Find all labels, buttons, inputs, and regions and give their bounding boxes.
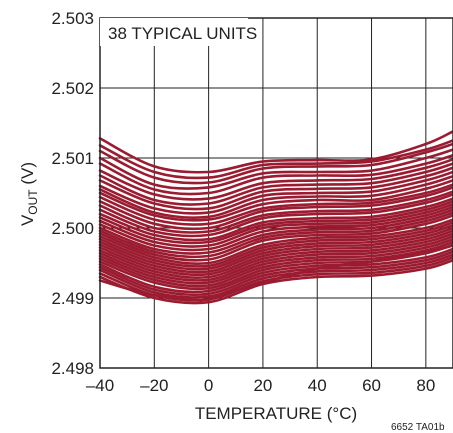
y-tick-label: 2.503 xyxy=(51,9,94,28)
y-tick-label: 2.498 xyxy=(51,359,94,378)
series-line xyxy=(98,130,453,174)
series-line xyxy=(98,258,453,305)
series-line xyxy=(98,186,453,231)
x-tick-label: 0 xyxy=(204,376,213,395)
series-line xyxy=(98,232,453,279)
x-axis-title: TEMPERATURE (°C) xyxy=(195,404,357,423)
series-line xyxy=(98,229,453,277)
series-line xyxy=(98,240,453,288)
series-line xyxy=(98,218,453,265)
series-line xyxy=(98,142,453,185)
series-line xyxy=(98,214,453,262)
series-line xyxy=(98,183,453,226)
series-line xyxy=(98,205,453,252)
series-line xyxy=(98,221,453,268)
y-tick-label: 2.501 xyxy=(51,149,94,168)
series-line xyxy=(98,226,453,274)
series-line xyxy=(98,235,453,282)
series-line xyxy=(98,197,453,242)
series-line xyxy=(98,166,453,211)
x-tick-label: 20 xyxy=(253,376,272,395)
x-tick-label: 60 xyxy=(362,376,381,395)
plot-frame xyxy=(99,17,453,369)
series-line xyxy=(98,179,453,222)
series-line xyxy=(98,211,453,259)
series-line xyxy=(98,174,453,219)
series-line xyxy=(98,223,453,271)
y-axis-title-subscript: OUT xyxy=(26,189,40,215)
figure-reference: 6652 TA01b xyxy=(391,422,445,433)
x-tick-label: 40 xyxy=(308,376,327,395)
series-line xyxy=(98,139,453,180)
x-tick-label: –40 xyxy=(86,376,114,395)
series-line xyxy=(98,162,453,206)
y-axis-title-main: V xyxy=(18,214,37,226)
series-line xyxy=(98,250,453,297)
y-tick-label: 2.499 xyxy=(51,289,94,308)
y-tick-labels: 2.498 2.499 2.500 2.501 2.502 2.503 xyxy=(51,9,94,378)
series-line xyxy=(98,237,453,285)
annotation-typical-units: 38 TYPICAL UNITS xyxy=(108,24,257,43)
series-line xyxy=(98,202,453,248)
series-line xyxy=(98,193,453,238)
y-axis-title: VOUT (V) xyxy=(18,162,40,226)
x-tick-labels: –40 –20 0 20 40 60 80 xyxy=(86,376,435,395)
y-tick-label: 2.502 xyxy=(51,79,94,98)
series-line xyxy=(98,158,453,201)
series-line xyxy=(98,200,453,245)
y-tick-label: 2.500 xyxy=(51,219,94,238)
series-line xyxy=(98,244,453,300)
annotation-background xyxy=(100,18,248,46)
series-line xyxy=(98,153,453,196)
x-tick-label: 80 xyxy=(416,376,435,395)
series-curves xyxy=(98,130,453,305)
x-tick-label: –20 xyxy=(140,376,168,395)
series-line xyxy=(98,170,453,215)
series-line xyxy=(98,190,453,234)
series-line xyxy=(98,148,453,190)
y-axis-title-unit: (V) xyxy=(18,162,37,189)
series-line xyxy=(98,208,453,255)
series-line xyxy=(98,247,453,294)
